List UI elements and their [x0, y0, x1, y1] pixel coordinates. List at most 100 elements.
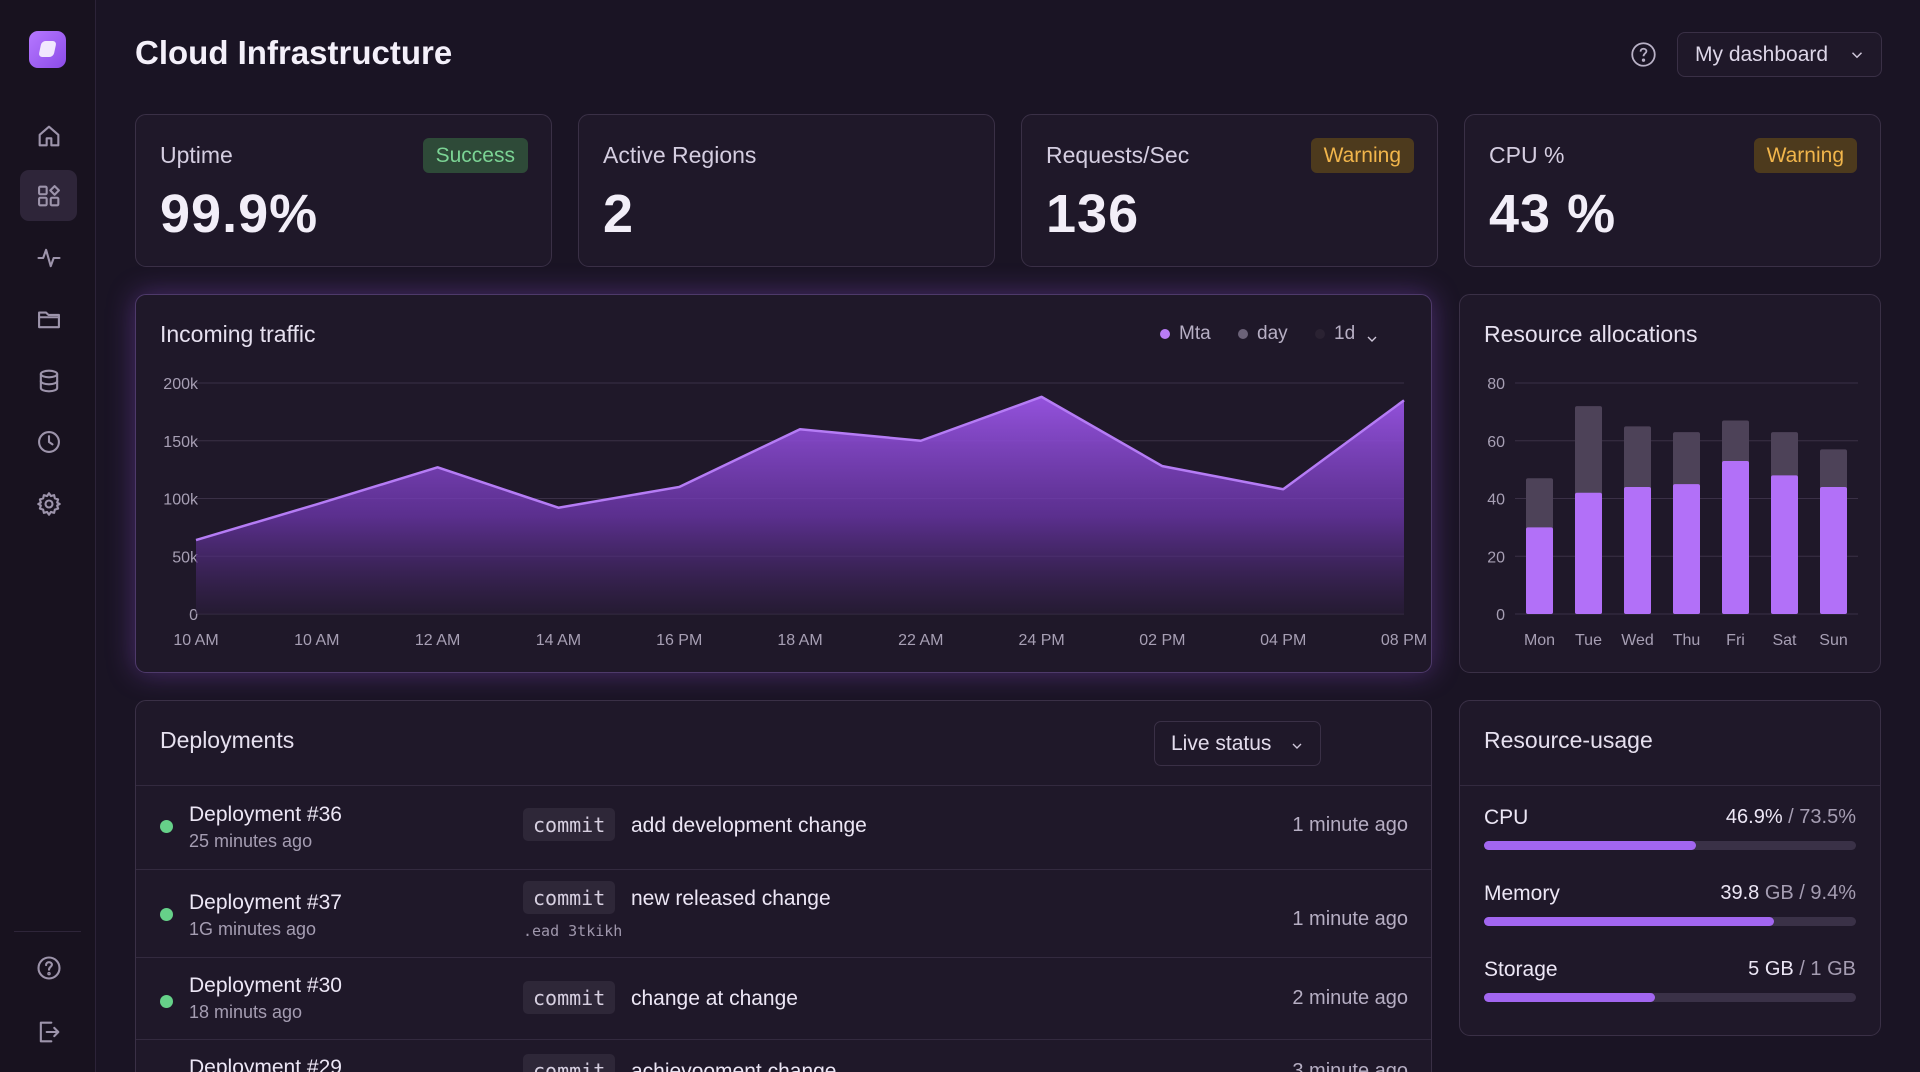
resource-usage-title: Resource-usage	[1484, 727, 1653, 753]
sidebar-divider	[14, 931, 81, 932]
x-tick-label: Mon	[1524, 632, 1555, 649]
x-tick-label: 16 PM	[656, 632, 702, 649]
y-tick-label: 20	[1487, 549, 1505, 566]
x-tick-label: 04 PM	[1260, 632, 1306, 649]
legend-item-mta[interactable]: Mta	[1160, 323, 1211, 345]
bar-allocated	[1526, 527, 1553, 614]
traffic-chart-card: Incoming traffic Mta day 1d 0 50k 100k 150k…	[135, 294, 1432, 673]
usage-value-sub: / 1 GB	[1793, 958, 1856, 980]
nav-settings[interactable]	[20, 478, 77, 529]
nav-help[interactable]	[20, 942, 77, 993]
chevron-down-icon	[1289, 736, 1305, 752]
nav-home[interactable]	[20, 110, 77, 161]
legend-dot	[1238, 329, 1248, 339]
usage-value: 46.9% / 73.5%	[1726, 806, 1856, 829]
legend-item-day[interactable]: day	[1238, 323, 1288, 345]
usage-value-main: 46.9%	[1725, 806, 1783, 828]
live-status-label: Live status	[1171, 731, 1272, 755]
deployment-name: Deployment #30	[189, 974, 342, 997]
deployment-name: Deployment #29	[189, 1056, 342, 1072]
x-tick-label: Wed	[1621, 632, 1654, 649]
x-tick-label: 02 PM	[1139, 632, 1185, 649]
x-tick-label: Sun	[1819, 632, 1847, 649]
deployment-ago: 1 minute ago	[1292, 814, 1408, 836]
dashboard-select[interactable]: My dashboard	[1677, 32, 1882, 77]
deployment-row[interactable]: Deployment #36 25 minutes ago commit add…	[136, 785, 1431, 869]
stat-value: 2	[603, 184, 635, 244]
usage-value-sub: GB / 9.4%	[1759, 882, 1856, 904]
status-dot	[160, 995, 173, 1008]
usage-progress-fill	[1484, 993, 1656, 1002]
stat-card-requests: Requests/Sec Warning 136	[1021, 114, 1438, 267]
divider	[1460, 785, 1880, 786]
y-tick-label: 60	[1487, 434, 1505, 451]
resource-bar-chart: 0 20 40 60 80 Mon Tue Wed Thu Fri Sat Sun	[1487, 376, 1858, 649]
clock-icon	[37, 430, 60, 453]
commit-chip: commit	[523, 881, 616, 914]
stat-label: Active Regions	[603, 142, 757, 168]
y-tick-label: 0	[189, 607, 198, 624]
nav-files[interactable]	[20, 293, 77, 344]
bar-allocated	[1673, 484, 1700, 614]
bar-allocated	[1820, 486, 1847, 614]
folder-icon	[37, 311, 60, 328]
deployment-name: Deployment #37	[189, 891, 342, 914]
usage-label: CPU	[1484, 806, 1529, 829]
logout-icon	[39, 1021, 59, 1042]
x-tick-label: Tue	[1575, 632, 1602, 649]
x-tick-label: 24 PM	[1018, 632, 1064, 649]
traffic-area-chart: 0 50k 100k 150k 200k 10 AM 10 AM 12 AM 14 AM 16 P…	[163, 376, 1427, 649]
stat-value: 136	[1046, 184, 1140, 244]
resource-allocations-title: Resource allocations	[1484, 321, 1698, 347]
resource-allocations-card: Resource allocations 0 20 40 60 80 Mon Tue Wed T…	[1459, 294, 1881, 673]
stat-card-active-regions: Active Regions 2	[578, 114, 995, 267]
usage-label: Storage	[1484, 958, 1558, 981]
deployment-ago: 3 minute ago	[1292, 1060, 1408, 1072]
nav-history[interactable]	[20, 416, 77, 467]
help-button[interactable]	[1630, 41, 1657, 68]
x-tick-label: 14 AM	[536, 632, 581, 649]
activity-icon	[36, 248, 61, 267]
chevron-down-icon	[1848, 46, 1866, 64]
legend-item-1d[interactable]: 1d	[1315, 323, 1355, 345]
help-icon	[36, 955, 61, 980]
y-tick-label: 50k	[172, 549, 199, 566]
x-tick-label: 18 AM	[777, 632, 822, 649]
commit-message: achievooment change	[631, 1060, 837, 1072]
commit-message: new released change	[631, 887, 831, 910]
nav-logout[interactable]	[20, 1006, 77, 1057]
stat-label: Requests/Sec	[1046, 142, 1190, 168]
nav-dashboard[interactable]	[20, 170, 77, 221]
x-tick-label: Sat	[1772, 632, 1797, 649]
deployment-row[interactable]: Deployment #29 commit achievooment chang…	[136, 1039, 1431, 1072]
home-icon	[38, 125, 59, 146]
nav-activity[interactable]	[20, 232, 77, 283]
x-tick-label: 12 AM	[415, 632, 460, 649]
y-tick-label: 40	[1487, 492, 1505, 509]
traffic-chart-title: Incoming traffic	[160, 321, 316, 347]
x-tick-label: Fri	[1726, 632, 1745, 649]
deployment-time: 1G minutes ago	[189, 919, 317, 939]
y-tick-label: 0	[1496, 607, 1505, 624]
commit-hash: .ead 3tkikh	[523, 922, 623, 940]
status-dot	[160, 908, 173, 921]
usage-progress-fill	[1484, 841, 1697, 850]
deployment-row[interactable]: Deployment #37 1G minutes ago commit new…	[136, 869, 1431, 957]
status-badge: Success	[422, 138, 528, 173]
usage-progress-bar	[1484, 993, 1856, 1002]
deployment-row[interactable]: Deployment #30 18 minuts ago commit chan…	[136, 957, 1431, 1039]
commit-message: change at change	[631, 987, 798, 1010]
app-logo[interactable]	[29, 31, 66, 68]
x-tick-label: 22 AM	[898, 632, 943, 649]
commit-chip: commit	[523, 808, 616, 841]
x-tick-label: 08 PM	[1381, 632, 1427, 649]
database-icon	[39, 369, 58, 392]
usage-value: 39.8 GB / 9.4%	[1720, 882, 1856, 905]
live-status-select[interactable]: Live status	[1154, 721, 1321, 766]
commit-message: add development change	[631, 814, 867, 837]
chevron-down-icon[interactable]	[1364, 331, 1380, 347]
nav-database[interactable]	[20, 355, 77, 406]
usage-progress-bar	[1484, 917, 1856, 926]
x-tick-label: 10 AM	[294, 632, 339, 649]
stat-card-cpu: CPU % Warning 43 %	[1464, 114, 1881, 267]
